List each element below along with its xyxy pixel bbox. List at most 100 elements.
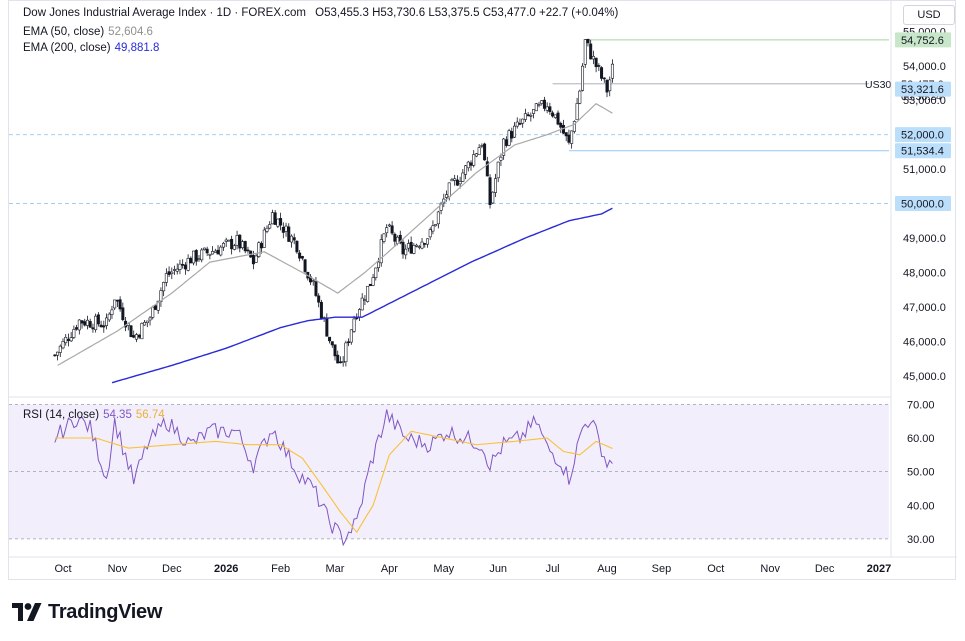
candle-down <box>314 281 318 296</box>
candle-up <box>583 39 587 65</box>
change-value: +22.7 (+0.04%) <box>539 7 619 19</box>
candle-up <box>578 90 582 104</box>
time-axis-tick: Jul <box>546 563 560 575</box>
chart-frame: US3055,000.054,000.053,000.052,000.051,0… <box>8 0 957 581</box>
candle-up <box>173 269 177 271</box>
ema50-legend[interactable]: EMA (50, close) 52,604.6 <box>23 26 153 38</box>
candle-up <box>352 318 356 332</box>
price-label-box <box>895 32 951 48</box>
candle-down <box>115 299 119 302</box>
candle-down <box>567 134 571 143</box>
candle-down <box>300 256 304 259</box>
candle-up <box>499 156 503 161</box>
price-axis-tick: 51,000.0 <box>903 164 946 176</box>
candle-down <box>338 361 342 364</box>
candle-down <box>83 321 87 326</box>
candle-up <box>608 79 612 92</box>
candle-down <box>328 336 332 342</box>
ema200-value: 49,881.8 <box>114 42 160 54</box>
candle-up <box>192 250 196 264</box>
candle-up <box>521 118 525 124</box>
tradingview-logo[interactable]: TradingView <box>12 600 162 624</box>
candle-down <box>243 241 247 252</box>
price-axis-tick: 48,000.0 <box>903 267 946 279</box>
candle-up <box>450 179 454 182</box>
ema200-legend[interactable]: EMA (200, close) 49,881.8 <box>23 42 159 54</box>
candle-down <box>594 57 598 68</box>
candle-down <box>88 321 92 328</box>
candle-down <box>510 131 514 139</box>
candle-up <box>371 277 375 286</box>
candle-down <box>333 344 337 357</box>
candle-up <box>276 218 280 227</box>
candle-up <box>431 225 435 232</box>
candle-up <box>540 100 544 104</box>
candle-down <box>230 238 234 250</box>
rsi-axis-tick: 70.00 <box>907 399 935 411</box>
candle-down <box>292 237 296 241</box>
candle-up <box>270 212 274 225</box>
candle-up <box>94 315 98 330</box>
time-axis-tick: Dec <box>162 563 182 575</box>
time-axis-tick: Feb <box>271 563 290 575</box>
symbol-title: Dow Jones Industrial Average Index · 1D … <box>23 7 306 19</box>
candle-up <box>227 239 231 242</box>
price-label: 51,534.4 <box>901 146 944 158</box>
candle-down <box>295 240 299 253</box>
candle-down <box>132 335 136 338</box>
ema50-line <box>57 102 613 366</box>
candle-down <box>260 243 264 249</box>
candle-up <box>61 341 65 349</box>
candle-down <box>542 99 546 109</box>
candle-up <box>257 242 261 257</box>
candle-down <box>423 243 427 245</box>
candle-up <box>148 317 152 321</box>
brand-name: TradingView <box>48 600 163 623</box>
candle-up <box>575 103 579 121</box>
candle-up <box>537 104 541 106</box>
candle-up <box>211 251 215 255</box>
candle-down <box>238 234 242 249</box>
candle-up <box>458 181 462 185</box>
chart-canvas[interactable]: US3055,000.054,000.053,000.052,000.051,0… <box>9 1 957 581</box>
candle-up <box>366 285 370 302</box>
rsi-label: RSI (14, close) <box>23 409 100 421</box>
candle-up <box>357 309 361 318</box>
candle-up <box>523 113 527 120</box>
rsi-ma-value: 56.74 <box>135 409 165 421</box>
candle-up <box>529 115 533 117</box>
rsi-axis-tick: 40.00 <box>907 500 935 512</box>
candle-down <box>181 264 185 266</box>
candle-down <box>597 65 601 67</box>
candle-up <box>208 253 212 256</box>
price-axis-tick: 46,000.0 <box>903 336 946 348</box>
candle-up <box>496 161 500 179</box>
price-label-box <box>895 127 951 143</box>
candle-up <box>156 300 160 311</box>
candle-down <box>605 80 609 93</box>
candle-down <box>589 43 593 60</box>
candle-up <box>140 323 144 340</box>
time-axis-tick: Nov <box>760 563 780 575</box>
candle-down <box>393 233 397 242</box>
candle-down <box>194 250 198 262</box>
candle-up <box>134 334 138 340</box>
candle-up <box>382 233 386 242</box>
candle-down <box>91 327 95 330</box>
currency-button[interactable]: USD <box>903 5 955 25</box>
candles-group <box>53 38 614 367</box>
rsi-legend[interactable]: RSI (14, close) 54.35 56.74 <box>23 409 165 421</box>
price-label: 53,321.6 <box>901 84 944 96</box>
candle-down <box>401 241 405 255</box>
candle-up <box>72 329 76 338</box>
candle-up <box>425 238 429 245</box>
candle-up <box>175 268 179 272</box>
ema50-label: EMA (50, close) <box>23 26 105 38</box>
candle-up <box>151 306 155 318</box>
candle-up <box>56 351 60 356</box>
rsi-axis-tick: 30.00 <box>907 534 935 546</box>
candle-down <box>347 341 351 343</box>
time-axis-tick: Oct <box>54 563 71 575</box>
price-label: 50,000.0 <box>901 199 944 211</box>
candle-up <box>610 63 614 79</box>
